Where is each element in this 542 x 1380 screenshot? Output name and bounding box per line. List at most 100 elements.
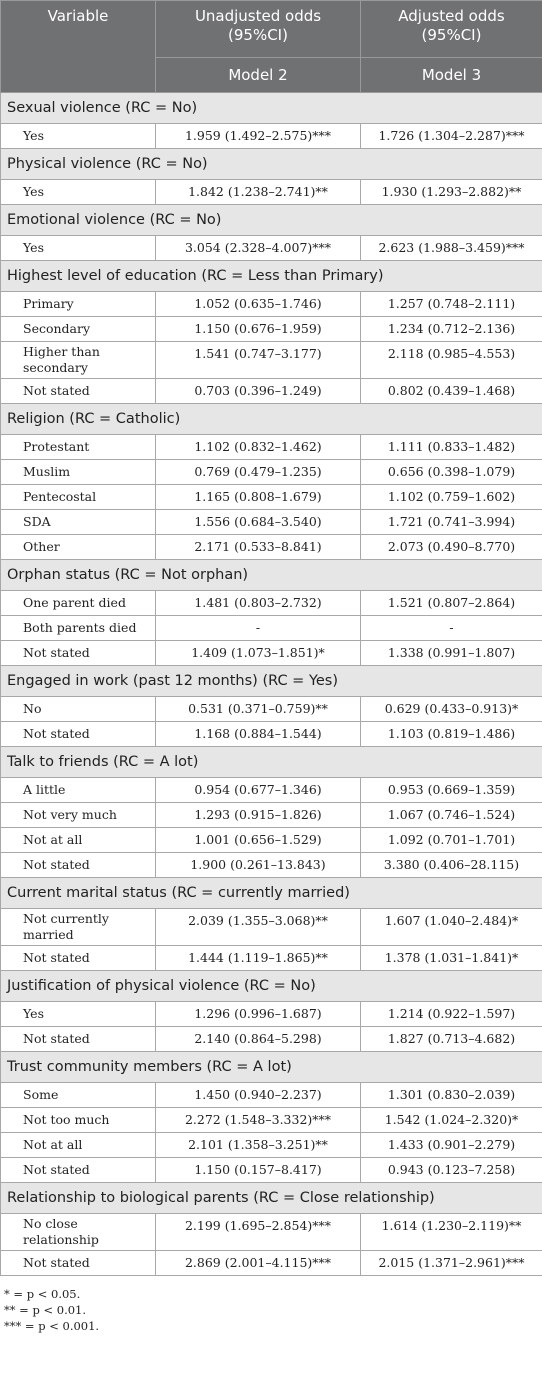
cell-value: 1.930 (1.293–2.882)** xyxy=(360,179,542,205)
data-row: No 0.531 (0.371–0.759)** 0.629 (0.433–0.91… xyxy=(0,696,542,722)
cell-value: 1.556 (0.684–3.540) xyxy=(155,509,361,535)
section-row: Sexual violence (RC = No) xyxy=(0,92,542,124)
row-label: Both parents died xyxy=(0,615,156,641)
data-row: A little 0.954 (0.677–1.346) 0.953 (0.669–… xyxy=(0,777,542,803)
header-text: Adjusted odds (95%CI) xyxy=(398,7,505,44)
section-row: Relationship to biological parents (RC =… xyxy=(0,1182,542,1214)
cell-value: 1.433 (0.901–2.279) xyxy=(360,1132,542,1158)
row-label: Not at all xyxy=(0,827,156,853)
data-row: Not very much 1.293 (0.915–1.826) 1.067 (0… xyxy=(0,802,542,828)
section-row: Physical violence (RC = No) xyxy=(0,148,542,180)
section-title: Physical violence (RC = No) xyxy=(0,148,542,180)
row-label: Yes xyxy=(0,1001,156,1027)
cell-value: 2.869 (2.001–4.115)*** xyxy=(155,1250,361,1276)
row-label: Other xyxy=(0,534,156,560)
row-label: A little xyxy=(0,777,156,803)
table-header: Variable Unadjusted odds (95%CI) Adjuste… xyxy=(0,0,542,93)
row-label: Yes xyxy=(0,123,156,149)
section-title: Relationship to biological parents (RC =… xyxy=(0,1182,542,1214)
row-label: Pentecostal xyxy=(0,484,156,510)
section-title: Engaged in work (past 12 months) (RC = Y… xyxy=(0,665,542,697)
data-row: Not at all 1.001 (0.656–1.529) 1.092 (0.70… xyxy=(0,827,542,853)
data-row: Not currently married 2.039 (1.355–3.068)… xyxy=(0,908,542,946)
cell-value: 0.769 (0.479–1.235) xyxy=(155,459,361,485)
data-row: Yes 1.959 (1.492–2.575)*** 1.726 (1.304–2.… xyxy=(0,123,542,149)
data-row: Yes 1.842 (1.238–2.741)** 1.930 (1.293–2.8… xyxy=(0,179,542,205)
row-label: Not stated xyxy=(0,721,156,747)
section-row: Justification of physical violence (RC =… xyxy=(0,970,542,1002)
cell-value: 0.954 (0.677–1.346) xyxy=(155,777,361,803)
data-row: SDA 1.556 (0.684–3.540) 1.721 (0.741–3.994… xyxy=(0,509,542,535)
data-row: Not stated 2.140 (0.864–5.298) 1.827 (0.71… xyxy=(0,1026,542,1052)
row-label: Not currently married xyxy=(0,908,156,946)
data-row: Not too much 2.272 (1.548–3.332)*** 1.542 … xyxy=(0,1107,542,1133)
cell-value: 0.953 (0.669–1.359) xyxy=(360,777,542,803)
cell-value: 2.171 (0.533–8.841) xyxy=(155,534,361,560)
section-row: Engaged in work (past 12 months) (RC = Y… xyxy=(0,665,542,697)
header-col: Adjusted odds (95%CI) xyxy=(360,0,542,58)
cell-value: - xyxy=(360,615,542,641)
row-label: Not stated xyxy=(0,640,156,666)
cell-value: 1.959 (1.492–2.575)*** xyxy=(155,123,361,149)
row-label: Not stated xyxy=(0,1250,156,1276)
cell-value: 1.409 (1.073–1.851)* xyxy=(155,640,361,666)
section-row: Talk to friends (RC = A lot) xyxy=(0,746,542,778)
odds-table: Variable Unadjusted odds (95%CI) Adjuste… xyxy=(0,0,542,1276)
cell-value: 2.623 (1.988–3.459)*** xyxy=(360,235,542,261)
data-row: Yes 3.054 (2.328–4.007)*** 2.623 (1.988–3.… xyxy=(0,235,542,261)
table-body: Sexual violence (RC = No) Yes 1.959 (1.492… xyxy=(0,92,542,1276)
section-title: Current marital status (RC = currently m… xyxy=(0,877,542,909)
cell-value: 1.378 (1.031–1.841)* xyxy=(360,945,542,971)
section-title: Talk to friends (RC = A lot) xyxy=(0,746,542,778)
cell-value: 1.541 (0.747–3.177) xyxy=(155,341,361,379)
cell-value: 1.092 (0.701–1.701) xyxy=(360,827,542,853)
cell-value: 1.293 (0.915–1.826) xyxy=(155,802,361,828)
data-row: One parent died 1.481 (0.803–2.732) 1.521 … xyxy=(0,590,542,616)
cell-value: 1.607 (1.040–2.484)* xyxy=(360,908,542,946)
cell-value: 1.102 (0.832–1.462) xyxy=(155,434,361,460)
cell-value: 1.900 (0.261–13.843) xyxy=(155,852,361,878)
cell-value: 1.481 (0.803–2.732) xyxy=(155,590,361,616)
cell-value: 1.165 (0.808–1.679) xyxy=(155,484,361,510)
cell-value: 0.703 (0.396–1.249) xyxy=(155,378,361,404)
header-text: Unadjusted odds (95%CI) xyxy=(194,7,322,44)
row-label: Higher than secondary xyxy=(0,341,156,379)
data-row: Yes 1.296 (0.996–1.687) 1.214 (0.922–1.597… xyxy=(0,1001,542,1027)
row-label: No close relationship xyxy=(0,1213,156,1251)
data-row: Other 2.171 (0.533–8.841) 2.073 (0.490–8.7… xyxy=(0,534,542,560)
row-label: SDA xyxy=(0,509,156,535)
cell-value: - xyxy=(155,615,361,641)
header-col: Unadjusted odds (95%CI) xyxy=(155,0,361,58)
cell-value: 1.067 (0.746–1.524) xyxy=(360,802,542,828)
cell-value: 1.827 (0.713–4.682) xyxy=(360,1026,542,1052)
footnotes: * = p < 0.05. ** = p < 0.01. *** = p < 0.0… xyxy=(0,1276,542,1334)
section-title: Trust community members (RC = A lot) xyxy=(0,1051,542,1083)
cell-value: 0.802 (0.439–1.468) xyxy=(360,378,542,404)
data-row: Muslim 0.769 (0.479–1.235) 0.656 (0.398–1.… xyxy=(0,459,542,485)
cell-value: 1.521 (0.807–2.864) xyxy=(360,590,542,616)
cell-value: 1.111 (0.833–1.482) xyxy=(360,434,542,460)
data-row: Not stated 1.409 (1.073–1.851)* 1.338 (0.9… xyxy=(0,640,542,666)
data-row: Pentecostal 1.165 (0.808–1.679) 1.102 (0.7… xyxy=(0,484,542,510)
row-label: Not stated xyxy=(0,852,156,878)
data-row: No close relationship 2.199 (1.695–2.854)… xyxy=(0,1213,542,1251)
data-row: Not stated 1.444 (1.119–1.865)** 1.378 (1.… xyxy=(0,945,542,971)
data-row: Not stated 0.703 (0.396–1.249) 0.802 (0.43… xyxy=(0,378,542,404)
section-row: Highest level of education (RC = Less th… xyxy=(0,260,542,292)
data-row: Some 1.450 (0.940–2.237) 1.301 (0.830–2.03… xyxy=(0,1082,542,1108)
section-title: Religion (RC = Catholic) xyxy=(0,403,542,435)
cell-value: 1.726 (1.304–2.287)*** xyxy=(360,123,542,149)
cell-value: 1.001 (0.656–1.529) xyxy=(155,827,361,853)
cell-value: 1.214 (0.922–1.597) xyxy=(360,1001,542,1027)
data-row: Not stated 1.900 (0.261–13.843) 3.380 (0.4… xyxy=(0,852,542,878)
row-label: Yes xyxy=(0,235,156,261)
section-title: Justification of physical violence (RC =… xyxy=(0,970,542,1002)
footnote: *** = p < 0.001. xyxy=(4,1319,100,1333)
footnote: * = p < 0.05. xyxy=(4,1287,81,1301)
data-row: Higher than secondary 1.541 (0.747–3.177)… xyxy=(0,341,542,379)
section-row: Current marital status (RC = currently m… xyxy=(0,877,542,909)
row-label: Not too much xyxy=(0,1107,156,1133)
cell-value: 1.296 (0.996–1.687) xyxy=(155,1001,361,1027)
data-row: Not at all 2.101 (1.358–3.251)** 1.433 (0.… xyxy=(0,1132,542,1158)
